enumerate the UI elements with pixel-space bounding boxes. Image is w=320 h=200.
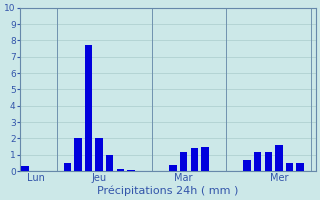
Bar [74,138,82,171]
Bar [254,152,261,171]
Bar [296,163,304,171]
Bar [116,169,124,171]
Bar [106,155,113,171]
Bar [180,152,188,171]
X-axis label: Précipitations 24h ( mm ): Précipitations 24h ( mm ) [97,185,238,196]
Bar [85,45,92,171]
Bar [244,160,251,171]
Bar [191,148,198,171]
Bar [64,163,71,171]
Bar [265,152,272,171]
Bar [169,165,177,171]
Bar [95,138,103,171]
Bar [21,166,29,171]
Bar [127,170,134,171]
Bar [275,145,283,171]
Bar [201,147,209,171]
Bar [286,163,293,171]
